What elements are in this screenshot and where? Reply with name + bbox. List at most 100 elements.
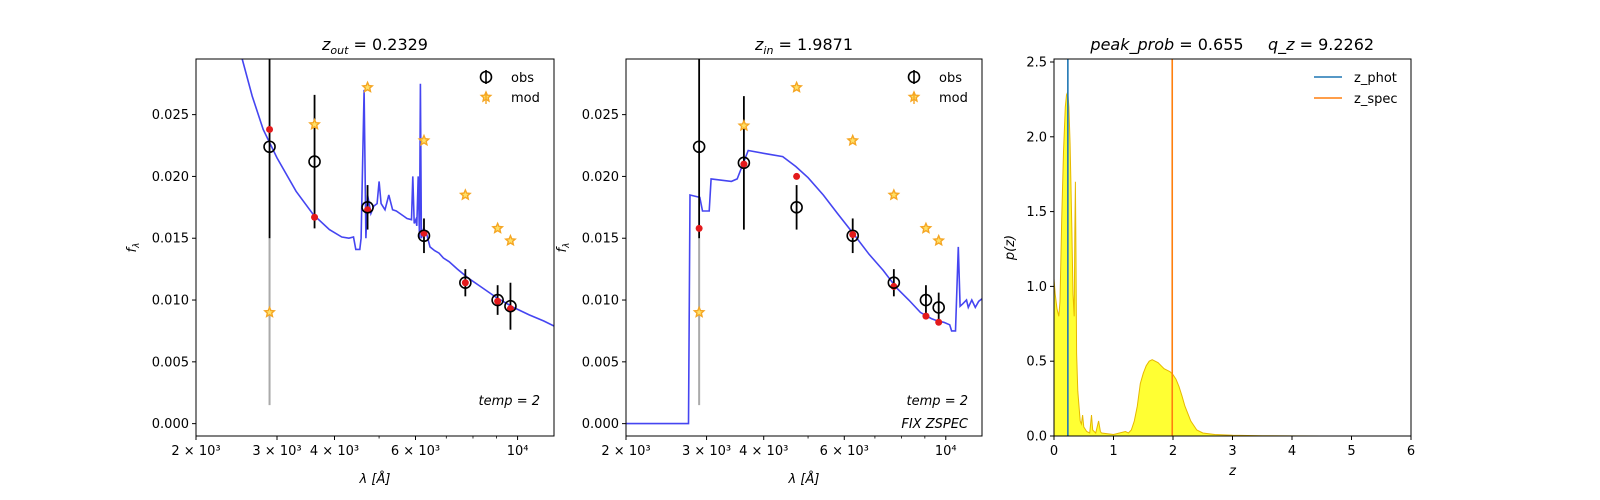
title-right-variable: q_z — [1268, 35, 1295, 55]
y-tick-label: 0.005 — [152, 355, 189, 370]
x-label-unit: Å — [375, 471, 385, 487]
axes-frame — [195, 58, 555, 437]
y-tick-label: 1.0 — [1026, 280, 1047, 295]
model-flux-point-2 — [793, 172, 801, 180]
legend-z-spec-label: z_spec — [1354, 92, 1398, 107]
annotation-0: temp = 2 — [479, 394, 540, 409]
y-axis-label: fλ — [555, 243, 572, 253]
x-tick-label: 10⁴ — [935, 444, 957, 459]
model-flux-point-0 — [266, 125, 274, 133]
title-subscript: out — [330, 44, 349, 57]
model-flux-point-6 — [506, 305, 514, 313]
y-label-main: f — [555, 245, 570, 252]
x-tick-label: 0 — [1050, 444, 1058, 459]
mod-star-6 — [504, 233, 517, 247]
obs-point-3 — [417, 229, 431, 243]
annotation-1: FIX ZSPEC — [901, 417, 969, 432]
title-left-value: 0.655 — [1198, 35, 1244, 54]
y-tick-label: 0.025 — [152, 108, 189, 123]
mod-star-4 — [458, 188, 472, 201]
model-flux-point-1 — [311, 213, 319, 221]
title-left-equals: = — [1174, 35, 1198, 54]
y-tick-label: 2.0 — [1026, 130, 1047, 145]
pz-panel: 0 1 2 3 4 5 6 0.0 0.5 1.0 1.5 2.0 2.5 peak_prob = 0.6… — [1003, 35, 1415, 479]
y-tick-label: 0.005 — [582, 355, 619, 370]
x-label-prefix: λ [ — [788, 472, 807, 487]
title-value: 1.9871 — [797, 35, 853, 54]
x-axis-label: λ [Å] — [359, 471, 391, 487]
x-tick-label: 6 × 10³ — [391, 444, 440, 459]
x-tick-label: 2 × 10³ — [601, 444, 650, 459]
title-value: 0.2329 — [372, 35, 428, 54]
legend-z-phot-label: z_phot — [1354, 71, 1397, 86]
x-tick-label: 3 × 10³ — [252, 444, 301, 459]
mod-star-0 — [692, 305, 706, 318]
y-tick-label: 0.000 — [582, 417, 619, 432]
x-tick-label: 6 — [1407, 444, 1415, 459]
x-tick-label: 3 — [1228, 444, 1236, 459]
obs-point-0 — [692, 140, 706, 154]
obs-point-4 — [459, 276, 472, 290]
obs-point-5 — [491, 293, 504, 307]
x-tick-label: 5 — [1347, 444, 1355, 459]
pz-line — [1053, 91, 1352, 437]
y-axis-label: p(z) — [1003, 235, 1018, 261]
panel-title: zin = 1.9871 — [754, 35, 853, 57]
title-equals: = — [348, 35, 372, 54]
mod-star-3 — [417, 133, 431, 147]
y-tick-label: 2.5 — [1026, 55, 1047, 70]
mod-star-5 — [919, 221, 933, 234]
x-tick-label: 1 — [1109, 444, 1117, 459]
legend-mod-label: mod — [939, 91, 968, 106]
sed-panel-2: 0.000 0.005 0.010 0.015 0.020 0.025 2 × 10³ 3 ×… — [555, 35, 983, 487]
legend-obs-label: obs — [939, 71, 962, 86]
x-tick-label: 3 × 10³ — [682, 444, 731, 459]
y-tick-label: 0.0 — [1026, 430, 1047, 445]
model-flux-point-2 — [364, 206, 372, 214]
plot-area — [626, 59, 982, 425]
y-tick-label: 0.025 — [582, 108, 619, 123]
obs-point-1 — [308, 155, 321, 168]
x-label-suffix: ] — [384, 472, 390, 487]
title-right-value: 9.2262 — [1318, 35, 1374, 54]
x-tick-label: 10⁴ — [507, 444, 529, 459]
x-axis-label: z — [1228, 464, 1237, 479]
model-flux-point-3 — [849, 231, 857, 239]
y-tick-label: 1.5 — [1026, 205, 1047, 220]
y-tick-label: 0.020 — [152, 170, 189, 185]
axes-frame — [1053, 58, 1412, 437]
obs-point-2 — [790, 201, 803, 214]
obs-point-4 — [887, 276, 901, 290]
x-label-suffix: ] — [813, 472, 819, 487]
title-variable: z — [321, 35, 331, 54]
x-label-prefix: λ [ — [359, 472, 378, 487]
y-label-main: f — [125, 245, 140, 252]
x-tick-label: 2 × 10³ — [171, 444, 220, 459]
model-flux-point-4 — [461, 279, 469, 287]
obs-point-3 — [846, 229, 860, 243]
sed-panel-1: 0.000 0.005 0.010 0.015 0.020 0.025 2 × 10³ 3 ×… — [125, 35, 555, 487]
title-equals: = — [773, 35, 797, 54]
model-flux-point-0 — [695, 224, 703, 232]
y-label-sub: λ — [562, 243, 572, 249]
title-left-variable: peak_prob — [1089, 35, 1174, 55]
title-variable: z — [754, 35, 764, 54]
x-tick-label: 2 — [1169, 444, 1177, 459]
x-tick-label: 4 × 10³ — [739, 444, 788, 459]
mod-star-0 — [263, 305, 276, 318]
x-tick-label: 4 × 10³ — [310, 444, 359, 459]
obs-point-6 — [932, 301, 945, 314]
mod-star-1 — [737, 118, 751, 132]
x-tick-label: 4 — [1288, 444, 1296, 459]
y-axis-label: fλ — [125, 243, 142, 253]
y-tick-label: 0.5 — [1026, 355, 1047, 370]
panel-title-right: q_z = 9.2262 — [1268, 35, 1374, 55]
annotation-0: temp = 2 — [907, 394, 968, 409]
model-flux-point-1 — [740, 160, 748, 168]
y-label-sub: λ — [132, 243, 142, 249]
template-spectrum-line — [626, 149, 982, 425]
legend-obs-label: obs — [511, 71, 534, 86]
obs-point-6 — [504, 299, 517, 313]
mod-star-3 — [846, 133, 860, 147]
y-tick-label: 0.000 — [152, 417, 189, 432]
